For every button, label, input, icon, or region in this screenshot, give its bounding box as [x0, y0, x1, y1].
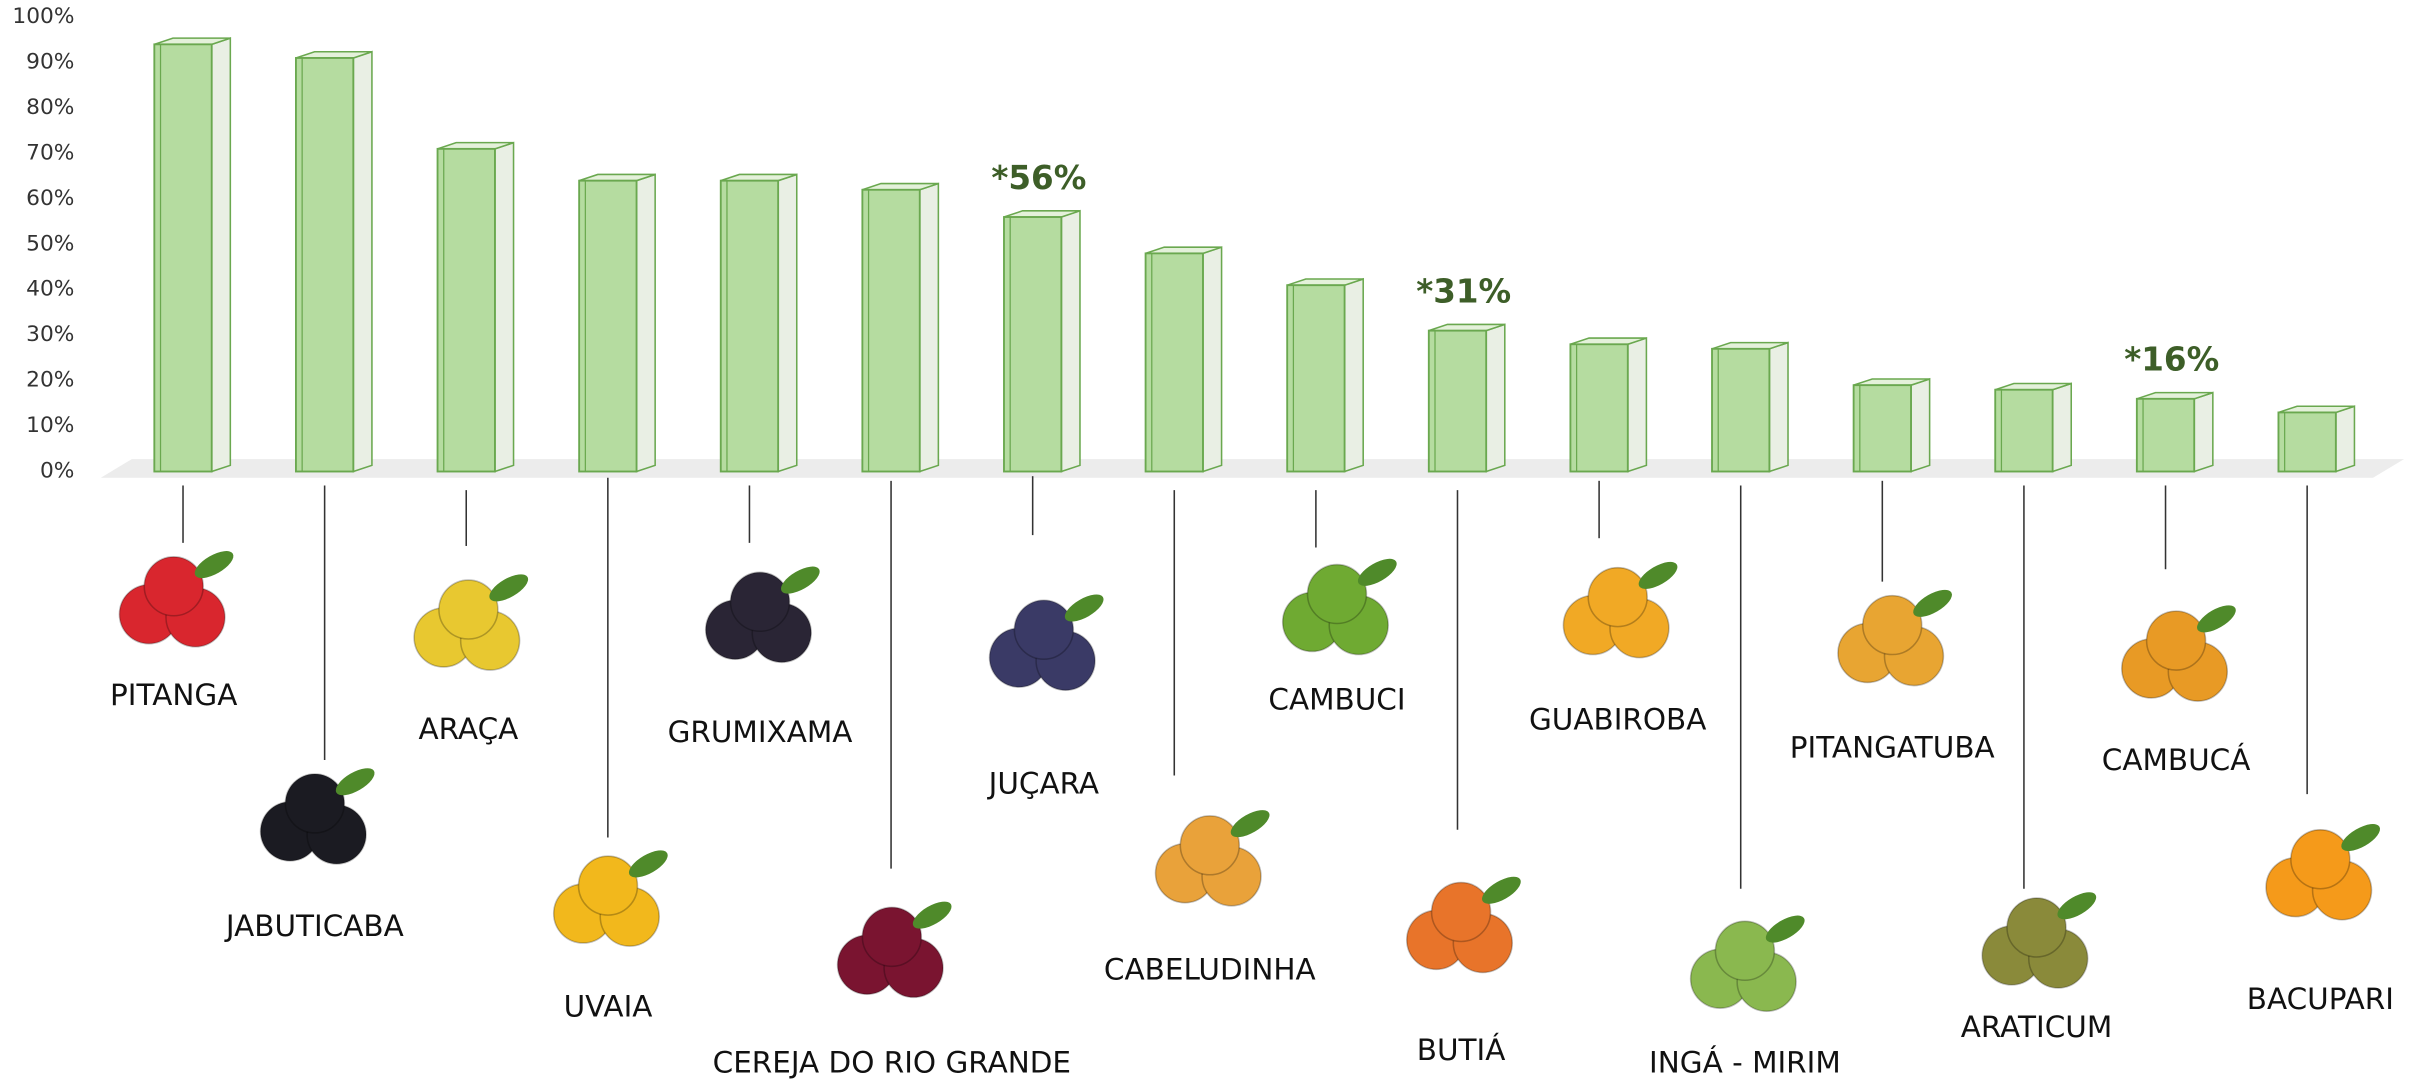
bar-side	[1769, 343, 1788, 472]
y-tick-label: 60%	[26, 186, 74, 211]
category-label: ARAÇA	[419, 712, 519, 746]
bar-side	[778, 174, 797, 471]
y-tick-label: 0%	[40, 459, 74, 484]
fruit	[2147, 611, 2206, 670]
y-tick-label: 20%	[26, 368, 74, 393]
fruit	[439, 580, 498, 639]
category-label: CEREJA DO RIO GRANDE	[713, 1046, 1071, 1080]
bar-side	[2194, 393, 2213, 472]
value-label: *31%	[1416, 272, 1511, 310]
bar	[1146, 253, 1203, 471]
bar	[438, 149, 495, 472]
bar	[579, 181, 636, 472]
y-tick-label: 50%	[26, 231, 74, 256]
value-label: *16%	[2124, 341, 2219, 379]
y-tick-label: 10%	[26, 413, 74, 438]
category-label: BUTIÁ	[1417, 1032, 1506, 1067]
fruit	[862, 907, 921, 966]
bar-side	[353, 52, 372, 472]
fruit-illustration	[1563, 557, 1681, 658]
fruit	[1715, 921, 1774, 980]
category-label: CAMBUCI	[1268, 683, 1405, 717]
fruit	[1588, 568, 1647, 627]
category-label: JUÇARA	[987, 766, 1099, 800]
fruit	[1432, 883, 1491, 942]
category-label: PITANGATUBA	[1790, 731, 1995, 765]
fruit-illustration	[2266, 819, 2384, 920]
page: {"chart_data": {"type": "bar", "categori…	[0, 0, 2432, 1082]
bar	[154, 44, 211, 471]
fruit-illustration	[1283, 553, 1401, 654]
category-label: INGÁ - MIRIM	[1649, 1045, 1841, 1080]
bar-side	[637, 174, 656, 471]
bar-side	[1486, 324, 1505, 471]
bar	[1570, 344, 1627, 471]
chart: 0% 10% 20% 30% 40% 50% 60% 70% 80% 90% 100% PITANGA…	[0, 0, 2432, 1082]
fruit-illustration	[1982, 887, 2100, 988]
bar	[1854, 385, 1911, 471]
category-label: JABUTICABA	[224, 909, 404, 943]
fruit	[1014, 600, 1073, 659]
value-label: *56%	[991, 159, 1086, 197]
bar	[862, 190, 919, 472]
fruit	[144, 557, 203, 616]
bar-side	[1203, 247, 1222, 471]
fruit-illustration	[1691, 910, 1809, 1011]
bar	[296, 58, 353, 472]
category-label: PITANGA	[110, 678, 237, 712]
category-label: GRUMIXAMA	[668, 715, 853, 749]
y-tick-label: 100%	[12, 4, 74, 29]
y-tick-label: 80%	[26, 95, 74, 120]
y-tick-label: 40%	[26, 277, 74, 302]
category-label: CAMBUCÁ	[2102, 742, 2251, 777]
y-tick-label: 70%	[26, 140, 74, 165]
bar	[721, 181, 778, 472]
fruit	[1180, 816, 1239, 875]
bar-side	[1911, 379, 1930, 472]
fruit-illustration	[1156, 805, 1274, 906]
bar-side	[1345, 279, 1364, 472]
bar	[1429, 331, 1486, 472]
fruit-illustration	[554, 845, 672, 946]
bar-side	[495, 143, 514, 472]
fruit-illustration	[1838, 584, 1956, 685]
category-label: ARATICUM	[1961, 1010, 2113, 1044]
bar-side	[1061, 211, 1080, 472]
fruit-illustration	[838, 896, 956, 997]
bar	[2137, 399, 2194, 472]
y-tick-label: 90%	[26, 50, 74, 75]
fruit-illustration	[990, 589, 1108, 690]
fruit	[579, 856, 638, 915]
bar	[1712, 349, 1769, 472]
bar-side	[2053, 384, 2072, 472]
fruit	[1863, 596, 1922, 655]
fruit-illustration	[414, 569, 532, 670]
category-label: BACUPARI	[2247, 982, 2394, 1016]
fruit	[1308, 565, 1367, 624]
fruit-illustration	[261, 763, 379, 864]
bar	[2278, 412, 2335, 471]
bar	[1995, 390, 2052, 472]
y-tick-label: 30%	[26, 322, 74, 347]
category-label: GUABIROBA	[1529, 703, 1706, 737]
fruit	[2291, 830, 2350, 889]
fruit	[285, 774, 344, 833]
category-label: CABELUDINHA	[1104, 952, 1316, 986]
bar-side	[1628, 338, 1647, 471]
bar-side	[212, 38, 231, 471]
fruit-illustration	[1407, 871, 1525, 972]
fruit	[2007, 898, 2066, 957]
fruit-illustration	[706, 561, 824, 662]
bar-side	[920, 184, 939, 472]
bar	[1004, 217, 1061, 471]
bar	[1287, 285, 1344, 471]
fruit-illustration	[119, 546, 237, 647]
bar-side	[2336, 406, 2355, 471]
category-label: UVAIA	[564, 990, 653, 1024]
fruit	[731, 572, 790, 631]
fruit-illustration	[2122, 600, 2240, 701]
